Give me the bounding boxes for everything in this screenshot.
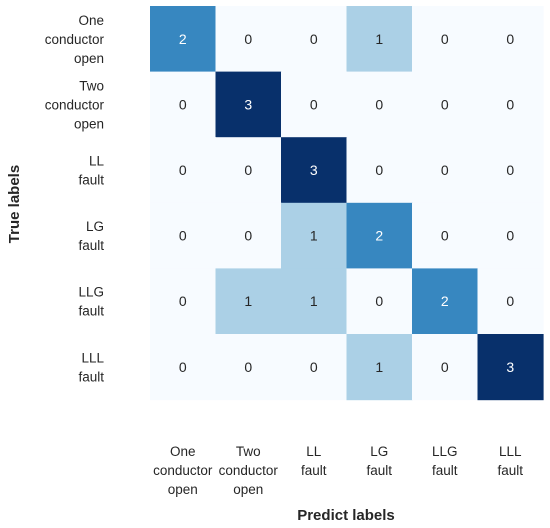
y-tick-label: LL fault	[78, 154, 104, 188]
heatmap-cells	[150, 6, 544, 401]
x-tick-label: LLG fault	[432, 444, 458, 478]
cell-value-label: 3	[310, 162, 318, 178]
heatmap-cell	[477, 334, 544, 401]
x-tick-label: LG fault	[366, 444, 392, 478]
heatmap-cell	[215, 334, 282, 401]
heatmap-cell	[215, 71, 282, 138]
heatmap-cell	[346, 202, 413, 269]
heatmap-cell	[215, 6, 282, 73]
heatmap-cell	[150, 268, 217, 335]
cell-value-label: 1	[310, 293, 318, 309]
y-tick-label: Two conductor open	[45, 78, 105, 131]
cell-value-label: 0	[179, 228, 187, 244]
heatmap-cell	[215, 268, 282, 335]
cell-value-label: 0	[179, 359, 187, 375]
cell-value-label: 1	[375, 359, 383, 375]
heatmap-cell	[477, 137, 544, 204]
y-axis-tick-labels: One conductor open Two conductor open LL fault L…	[45, 13, 105, 384]
heatmap-cell	[281, 6, 348, 73]
heatmap-cell	[150, 71, 217, 138]
heatmap-cell	[215, 137, 282, 204]
x-axis-title: Predict labels	[297, 507, 395, 524]
cell-value-label: 2	[179, 31, 187, 47]
y-tick-label: LLL fault	[78, 350, 104, 384]
x-tick-label: One conductor open	[153, 444, 213, 497]
cell-value-label: 1	[310, 228, 318, 244]
cell-value-label: 0	[375, 293, 383, 309]
cell-value-label: 0	[441, 162, 449, 178]
heatmap-cell	[150, 334, 217, 401]
cell-value-label: 0	[506, 96, 514, 112]
cell-value-label: 0	[506, 293, 514, 309]
cell-value-label: 1	[244, 293, 252, 309]
heatmap-cell	[346, 334, 413, 401]
cell-value-label: 1	[375, 31, 383, 47]
cell-value-label: 0	[310, 96, 318, 112]
cell-value-label: 0	[506, 162, 514, 178]
heatmap-cell	[412, 6, 479, 73]
heatmap-cell	[477, 202, 544, 269]
heatmap-cell	[150, 137, 217, 204]
heatmap-cell	[477, 71, 544, 138]
heatmap-cell	[346, 268, 413, 335]
cell-value-label: 0	[441, 359, 449, 375]
cell-value-label: 0	[441, 96, 449, 112]
heatmap-cell	[281, 202, 348, 269]
y-tick-label: LG fault	[78, 219, 104, 253]
cell-value-label: 0	[506, 228, 514, 244]
cell-value-label: 0	[310, 31, 318, 47]
cell-value-label: 0	[375, 162, 383, 178]
cell-value-label: 0	[179, 293, 187, 309]
cell-value-label: 0	[441, 228, 449, 244]
heatmap-cell	[412, 137, 479, 204]
heatmap-cell	[281, 268, 348, 335]
x-tick-label: Two conductor open	[219, 444, 279, 497]
heatmap-cell	[412, 71, 479, 138]
cell-value-label: 0	[244, 228, 252, 244]
heatmap-cell	[412, 202, 479, 269]
x-tick-label: LL fault	[301, 444, 327, 478]
heatmap-cell	[281, 71, 348, 138]
y-tick-label: One conductor open	[45, 13, 105, 66]
cell-value-label: 0	[244, 162, 252, 178]
heatmap-cell	[346, 71, 413, 138]
cell-value-label: 0	[375, 96, 383, 112]
x-tick-label: LLL fault	[497, 444, 523, 478]
cell-value-label: 0	[179, 162, 187, 178]
cell-value-label: 0	[179, 96, 187, 112]
cell-value-label: 0	[506, 31, 514, 47]
cell-value-label: 0	[244, 31, 252, 47]
cell-value-label: 0	[441, 31, 449, 47]
heatmap-cell	[150, 6, 217, 73]
cell-value-label: 0	[244, 359, 252, 375]
heatmap-cell-labels: 2 0 0 1 0 0 0 3 0 0 0 0 0 0 3 0 0 0 0 0 1 2 0 0 0 1 1 0 2 0 0 0 0 1 0 3	[179, 31, 515, 375]
y-axis-title: True labels	[6, 165, 23, 243]
cell-value-label: 3	[244, 96, 252, 112]
heatmap-cell	[412, 334, 479, 401]
cell-value-label: 2	[375, 228, 383, 244]
heatmap-cell	[412, 268, 479, 335]
heatmap-cell	[281, 334, 348, 401]
cell-value-label: 3	[506, 359, 514, 375]
cell-value-label: 0	[310, 359, 318, 375]
heatmap-cell	[150, 202, 217, 269]
heatmap-cell	[281, 137, 348, 204]
heatmap-cell	[477, 6, 544, 73]
cell-value-label: 2	[441, 293, 449, 309]
heatmap-cell	[477, 268, 544, 335]
heatmap-cell	[346, 6, 413, 73]
y-tick-label: LLG fault	[78, 285, 104, 319]
heatmap-cell	[346, 137, 413, 204]
heatmap-cell	[215, 202, 282, 269]
